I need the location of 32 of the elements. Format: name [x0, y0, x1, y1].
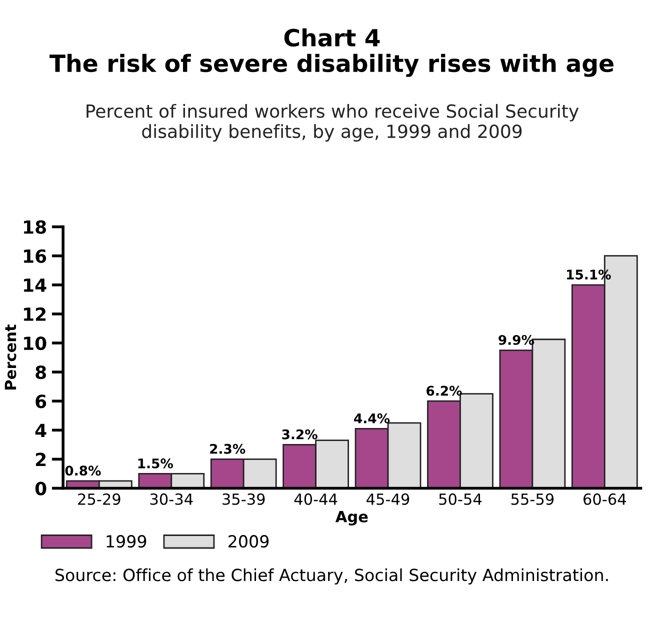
annotation: 6.2%	[426, 386, 462, 396]
chart-subtitle: Percent of insured workers who receive Social Security disability benefits, by age, 1999 and 2009	[86, 104, 579, 142]
annotation: 9.9%	[498, 334, 534, 345]
annotation: 2.3%	[210, 444, 246, 454]
x-tick-label: 40-44	[294, 493, 338, 505]
y-tick-label: 12	[24, 307, 46, 321]
legend-label: 2009	[228, 535, 269, 548]
x-axis-title: Age	[335, 511, 368, 526]
y-tick-label: 10	[24, 336, 46, 350]
source-note: Source: Office of the Chief Actuary, Social Security Administration.	[55, 568, 608, 585]
x-tick-label: 60-64	[584, 493, 626, 505]
annotation: 3.2%	[282, 429, 318, 440]
y-tick-label: 0	[35, 482, 46, 496]
annotation: 4.4%	[354, 413, 390, 424]
y-tick-label: 6	[36, 394, 46, 408]
x-tick-label: 35-39	[222, 493, 265, 505]
y-tick-label: 14	[24, 278, 46, 292]
y-tick-label: 4	[35, 424, 46, 438]
legend-label: 1999	[106, 535, 146, 548]
annotation: 1.5%	[138, 458, 174, 468]
x-tick-label: 55-59	[511, 493, 554, 505]
y-tick-label: 2	[36, 452, 46, 466]
y-tick-label: 8	[36, 366, 46, 380]
x-tick-label: 45-49	[366, 493, 410, 505]
x-tick-label: 50-54	[439, 493, 482, 505]
y-tick-label: 18	[24, 220, 46, 234]
x-tick-label: 25-29	[78, 493, 120, 505]
chart-title: Chart 4 The risk of severe disability rises with age	[50, 28, 614, 77]
x-tick-label: 30-34	[150, 493, 193, 505]
y-tick-label: 16	[24, 249, 46, 263]
annotation: 0.8%	[65, 466, 101, 476]
y-axis-title: Percent	[4, 324, 16, 390]
